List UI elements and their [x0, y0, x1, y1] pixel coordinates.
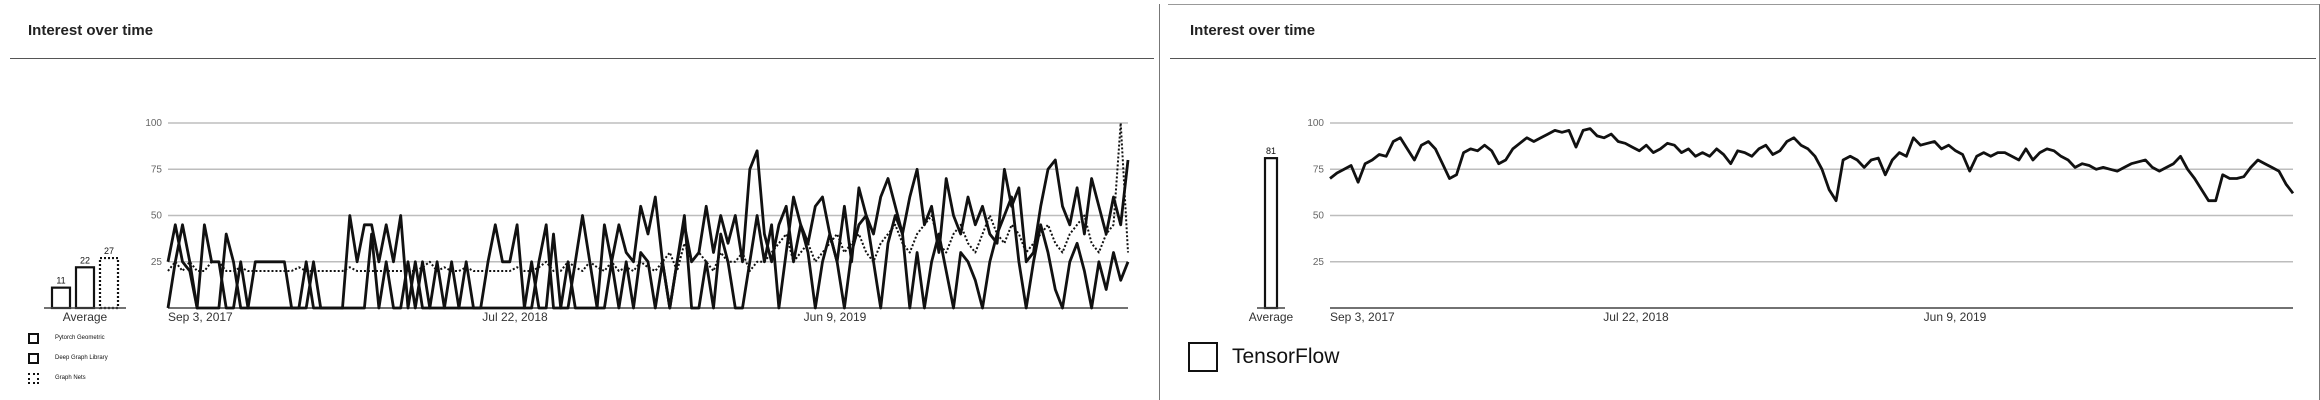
- x-tick-label: Jul 22, 2018: [1603, 310, 1669, 324]
- chart-title: Interest over time: [1190, 22, 1316, 39]
- chart-card-left: Interest over time 25 50 75 100 Sep 3, 2017 J…: [0, 0, 1160, 400]
- y-tick-label: 75: [1313, 164, 1325, 175]
- x-tick-label: Jun 9, 2019: [1924, 310, 1987, 324]
- legend-item-deep-graph-library[interactable]: Deep Graph Library: [28, 348, 108, 368]
- legend-swatch: [1188, 342, 1218, 372]
- series-line-deep-graph-library: [166, 149, 1130, 310]
- legend: Pytorch Geometric Deep Graph Library Gra…: [28, 328, 108, 388]
- x-tick-label: Sep 3, 2017: [168, 310, 233, 324]
- average-value-label: 11: [56, 276, 65, 286]
- y-tick-label: 75: [151, 164, 163, 175]
- chart-title: Interest over time: [28, 22, 154, 39]
- series-line-graph-nets: [167, 122, 1129, 272]
- y-tick-label: 25: [1313, 257, 1325, 268]
- average-label: Average: [63, 310, 108, 324]
- average-bar: [98, 256, 120, 310]
- legend-swatch: [28, 372, 39, 384]
- legend-item-pytorch-geometric[interactable]: Pytorch Geometric: [28, 328, 108, 348]
- average-bar: [74, 266, 96, 310]
- average-label: Average: [1249, 310, 1294, 324]
- legend-label: Pytorch Geometric: [55, 335, 105, 341]
- legend-label: Deep Graph Library: [55, 355, 108, 361]
- x-tick-label: Jul 22, 2018: [482, 310, 548, 324]
- y-tick-label: 50: [151, 211, 163, 222]
- line-chart-right[interactable]: 25 50 75 100 Sep 3, 2017 Jul 22, 2018 Jun 9, 2…: [1168, 0, 2320, 400]
- legend-label: Graph Nets: [55, 375, 86, 381]
- average-value-label: 81: [1266, 146, 1276, 156]
- card-border: [1159, 4, 1160, 400]
- chart-card-right: Interest over time 25 50 75 100 Sep 3, 2017 J…: [1168, 0, 2320, 400]
- legend-swatch: [28, 332, 39, 344]
- y-tick-label: 100: [1307, 118, 1324, 129]
- x-tick-label: Sep 3, 2017: [1330, 310, 1395, 324]
- y-tick-label: 50: [1313, 211, 1325, 222]
- average-value-label: 27: [104, 246, 114, 256]
- legend-item-tensorflow[interactable]: TensorFlow: [1188, 342, 1339, 372]
- card-border-top: [1168, 4, 2320, 5]
- y-tick-label: 100: [145, 118, 162, 129]
- legend-item-graph-nets[interactable]: Graph Nets: [28, 368, 108, 388]
- legend-label: TensorFlow: [1232, 345, 1340, 368]
- legend-swatch: [28, 352, 39, 364]
- legend: TensorFlow: [1188, 342, 1339, 372]
- x-tick-label: Jun 9, 2019: [804, 310, 867, 324]
- title-divider: [10, 58, 1154, 59]
- y-tick-label: 25: [151, 257, 163, 268]
- line-chart-left[interactable]: 25 50 75 100 Sep 3, 2017 Jul 22, 2018 Jun 9, 2…: [0, 0, 1160, 400]
- title-divider: [1170, 58, 2316, 59]
- average-bar: [1263, 157, 1279, 310]
- series-line-tensorflow: [1329, 127, 2295, 203]
- average-bar: [50, 286, 72, 310]
- average-value-label: 22: [80, 255, 90, 265]
